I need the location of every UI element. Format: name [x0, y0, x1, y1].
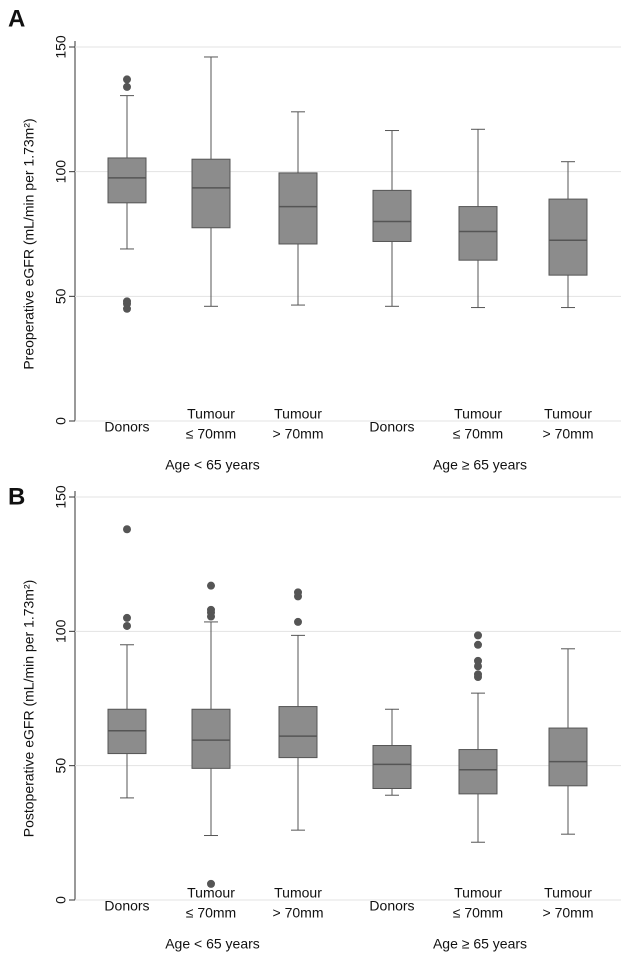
- box: [458, 749, 498, 795]
- y-tick-label: 150: [53, 35, 69, 59]
- x-tick-label: ≤ 70mm: [453, 905, 503, 921]
- y-axis-title: Postoperative eGFR (mL/min per 1.73m²): [21, 580, 37, 838]
- group-label: Age < 65 years: [165, 936, 260, 952]
- outlier: [123, 304, 131, 313]
- x-tick-label: Donors: [104, 419, 149, 435]
- y-tick-label: 100: [53, 160, 69, 184]
- y-tick-label: 50: [53, 288, 69, 304]
- outlier: [474, 673, 482, 682]
- x-tick-label: Donors: [369, 898, 414, 914]
- box: [372, 189, 412, 242]
- group-label: Age ≥ 65 years: [433, 936, 527, 952]
- panel-label: B: [8, 483, 25, 510]
- x-tick-label: > 70mm: [543, 905, 594, 921]
- outlier: [474, 662, 482, 671]
- box: [458, 206, 498, 261]
- x-tick-label: ≤ 70mm: [453, 426, 503, 442]
- panel-label: A: [8, 5, 25, 32]
- y-tick-label: 50: [53, 758, 69, 774]
- y-tick-label: 100: [53, 619, 69, 643]
- outlier: [294, 617, 302, 626]
- x-tick-label: Donors: [369, 419, 414, 435]
- box: [278, 172, 318, 245]
- y-tick-label: 150: [53, 485, 69, 509]
- outlier: [123, 82, 131, 91]
- y-axis-title: Preoperative eGFR (mL/min per 1.73m²): [21, 118, 37, 369]
- x-tick-label: Tumour: [454, 406, 502, 422]
- x-tick-label: > 70mm: [543, 426, 594, 442]
- y-tick-label: 0: [53, 417, 69, 425]
- x-tick-label: ≤ 70mm: [186, 905, 236, 921]
- outlier: [123, 525, 131, 534]
- x-tick-label: Tumour: [274, 406, 322, 422]
- box: [548, 198, 588, 276]
- x-tick-label: Tumour: [187, 885, 235, 901]
- x-tick-label: Tumour: [274, 885, 322, 901]
- box: [107, 157, 147, 204]
- outlier: [294, 592, 302, 601]
- outlier: [123, 621, 131, 630]
- box: [191, 708, 231, 769]
- outlier: [207, 612, 215, 621]
- box: [372, 745, 412, 790]
- outlier: [207, 879, 215, 888]
- group-label: Age < 65 years: [165, 457, 260, 473]
- outlier: [474, 640, 482, 649]
- x-tick-label: > 70mm: [273, 426, 324, 442]
- box: [191, 158, 231, 229]
- y-tick-label: 0: [53, 896, 69, 904]
- box: [278, 706, 318, 759]
- x-tick-label: Tumour: [454, 885, 502, 901]
- box: [548, 727, 588, 787]
- x-tick-label: > 70mm: [273, 905, 324, 921]
- outlier: [474, 631, 482, 640]
- x-tick-label: ≤ 70mm: [186, 426, 236, 442]
- group-label: Age ≥ 65 years: [433, 457, 527, 473]
- x-tick-label: Donors: [104, 898, 149, 914]
- x-tick-label: Tumour: [544, 406, 592, 422]
- outlier: [207, 581, 215, 590]
- outlier: [123, 613, 131, 622]
- outlier: [123, 75, 131, 84]
- x-tick-label: Tumour: [187, 406, 235, 422]
- x-tick-label: Tumour: [544, 885, 592, 901]
